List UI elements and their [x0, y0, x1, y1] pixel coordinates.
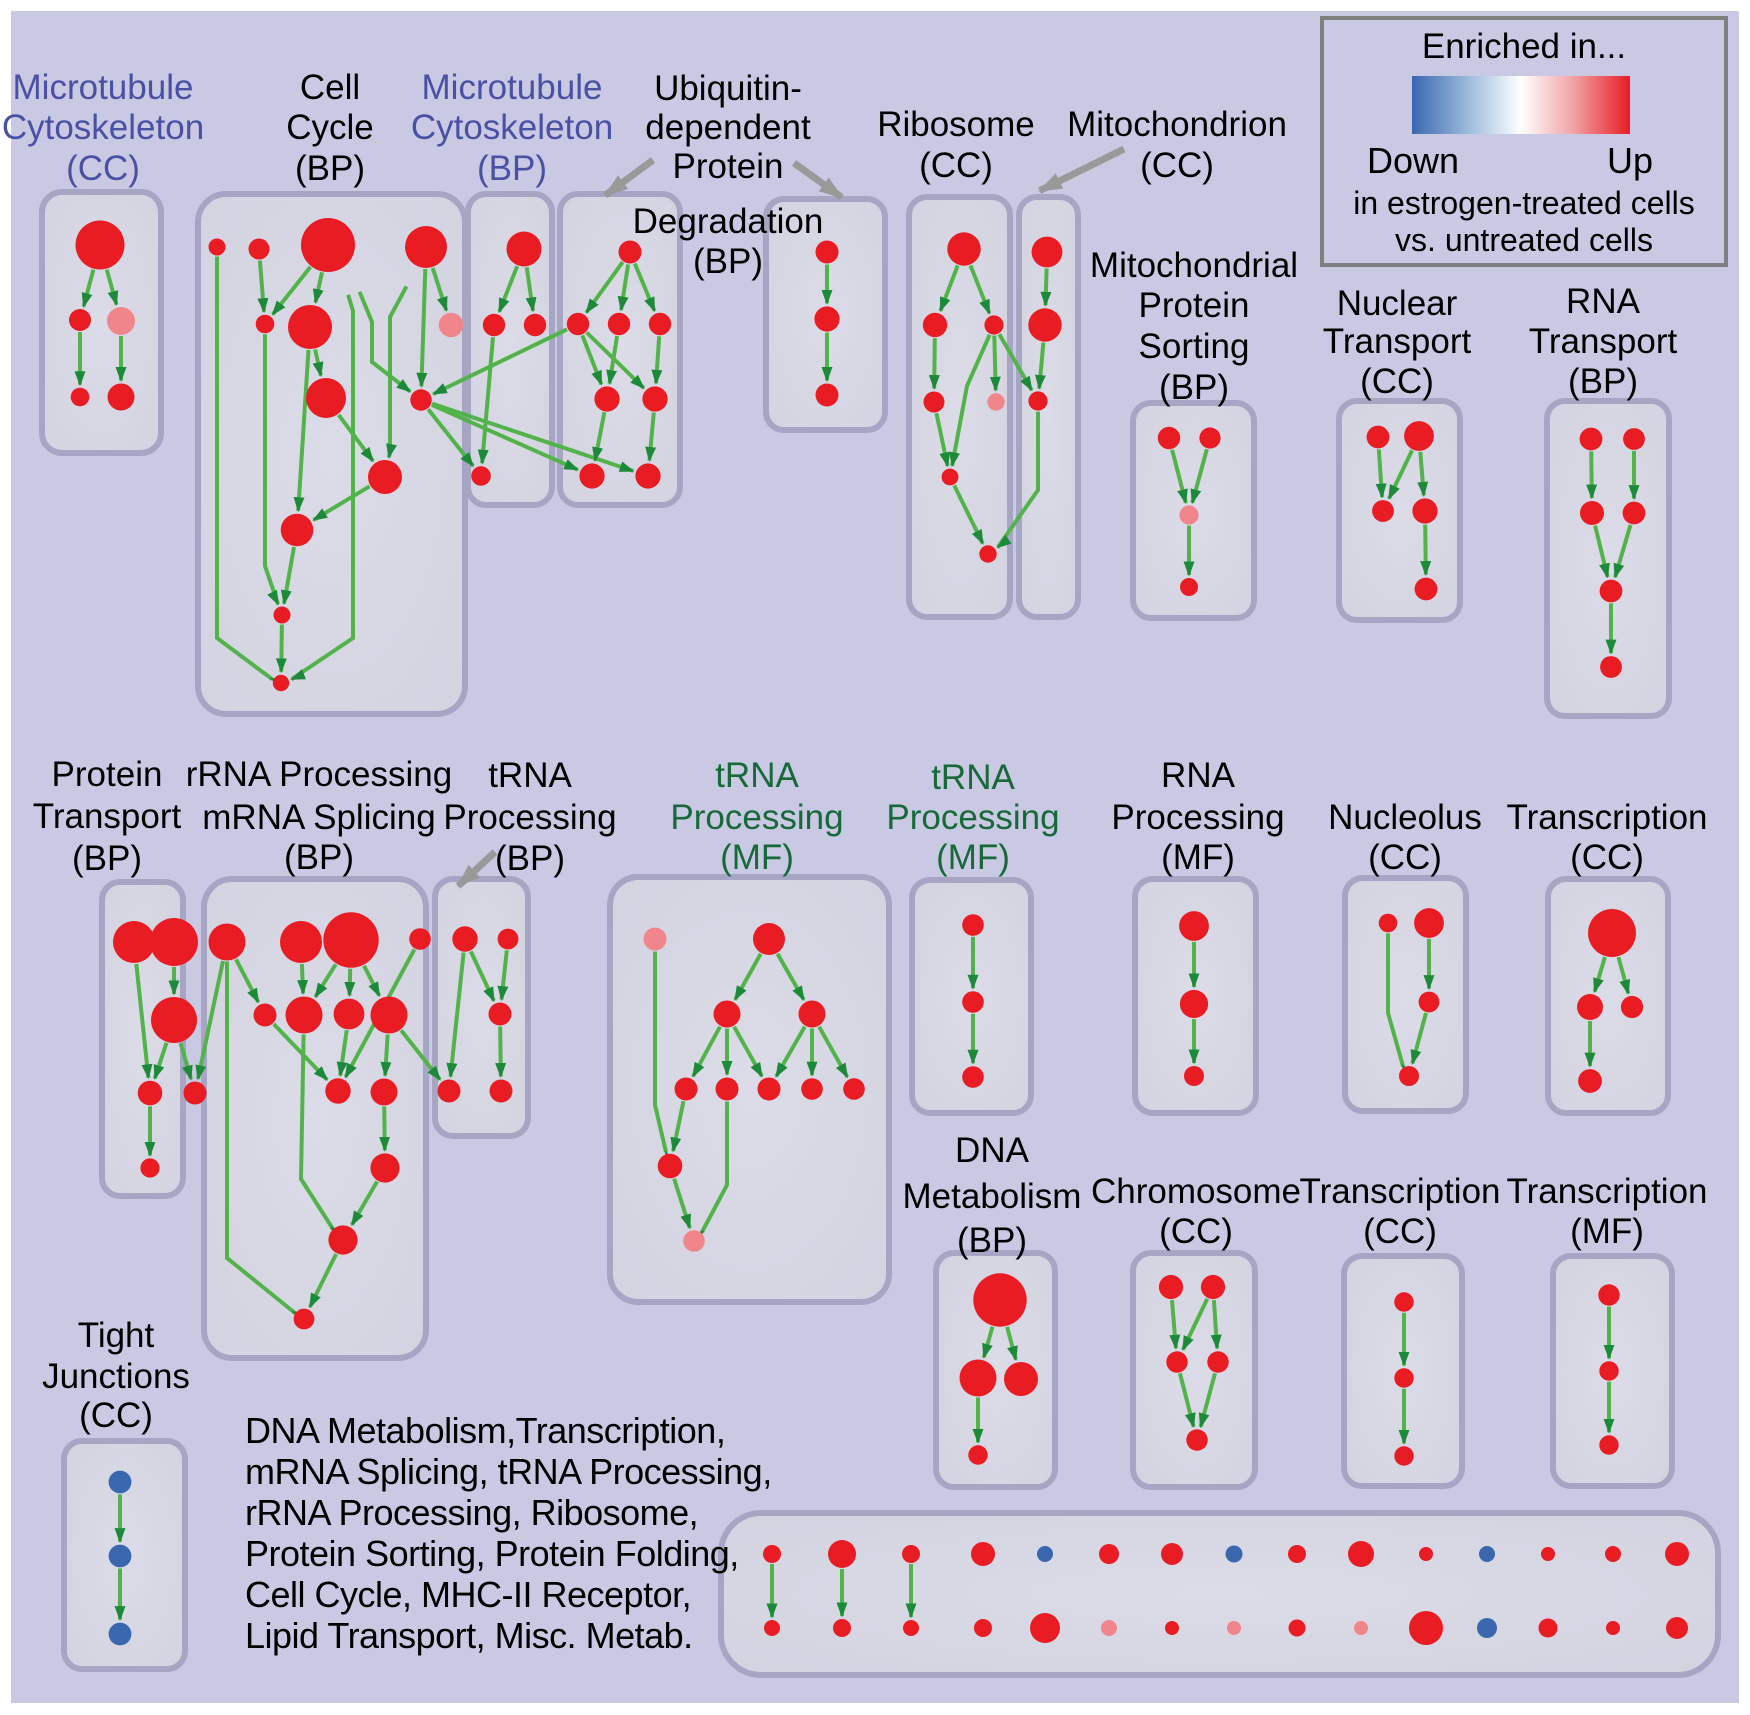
svg-text:Cytoskeleton: Cytoskeleton: [2, 108, 204, 147]
svg-text:(MF): (MF): [720, 838, 794, 877]
svg-text:Mitochondrial: Mitochondrial: [1090, 246, 1298, 285]
svg-text:(MF): (MF): [936, 838, 1010, 877]
svg-text:Protein: Protein: [1139, 286, 1250, 325]
svg-text:Transport: Transport: [33, 797, 182, 836]
svg-text:Ribosome: Ribosome: [877, 105, 1035, 144]
svg-text:(BP): (BP): [295, 149, 365, 188]
svg-text:(CC): (CC): [919, 146, 993, 185]
svg-text:Protein Sorting, Protein Foldi: Protein Sorting, Protein Folding,: [245, 1533, 739, 1574]
svg-text:Down: Down: [1367, 140, 1459, 181]
svg-text:Degradation: Degradation: [633, 202, 824, 241]
svg-text:rRNA Processing, Ribosome,: rRNA Processing, Ribosome,: [245, 1492, 698, 1533]
svg-text:Transcription: Transcription: [1507, 1172, 1708, 1211]
svg-text:Enriched in...: Enriched in...: [1422, 27, 1626, 66]
svg-text:(BP): (BP): [1159, 368, 1229, 407]
svg-text:(CC): (CC): [1368, 838, 1442, 877]
svg-text:(BP): (BP): [495, 839, 565, 878]
svg-text:DNA Metabolism,Transcription,: DNA Metabolism,Transcription,: [245, 1410, 725, 1451]
svg-text:(BP): (BP): [72, 839, 142, 878]
svg-text:(MF): (MF): [1570, 1212, 1644, 1251]
svg-text:(BP): (BP): [284, 838, 354, 877]
svg-text:Cell: Cell: [300, 68, 360, 107]
svg-text:Junctions: Junctions: [42, 1357, 190, 1396]
svg-text:Processing: Processing: [443, 798, 616, 837]
svg-text:vs. untreated cells: vs. untreated cells: [1395, 222, 1653, 258]
svg-text:Microtubule: Microtubule: [422, 68, 603, 107]
svg-text:Transcription: Transcription: [1300, 1172, 1501, 1211]
svg-text:Chromosome: Chromosome: [1091, 1172, 1301, 1211]
svg-text:Nuclear: Nuclear: [1337, 284, 1458, 323]
svg-text:tRNA: tRNA: [488, 756, 572, 795]
svg-text:tRNA: tRNA: [931, 758, 1015, 797]
svg-text:(CC): (CC): [1159, 1212, 1233, 1251]
svg-text:Up: Up: [1607, 140, 1653, 181]
svg-text:Processing: Processing: [670, 798, 843, 837]
svg-text:DNA: DNA: [955, 1131, 1030, 1170]
svg-text:Metabolism: Metabolism: [903, 1177, 1082, 1216]
svg-text:Processing: Processing: [1111, 798, 1284, 837]
svg-text:(BP): (BP): [1568, 362, 1638, 401]
svg-text:in estrogen-treated cells: in estrogen-treated cells: [1353, 185, 1695, 221]
svg-text:Transport: Transport: [1323, 322, 1472, 361]
svg-text:tRNA: tRNA: [715, 756, 799, 795]
svg-text:mRNA Splicing, tRNA Processing: mRNA Splicing, tRNA Processing,: [245, 1451, 772, 1492]
svg-text:(CC): (CC): [79, 1396, 153, 1435]
svg-text:Transcription: Transcription: [1507, 798, 1708, 837]
svg-text:(CC): (CC): [1570, 838, 1644, 877]
svg-text:(CC): (CC): [1360, 362, 1434, 401]
svg-text:(BP): (BP): [477, 149, 547, 188]
svg-text:Nucleolus: Nucleolus: [1328, 798, 1482, 837]
svg-text:rRNA Processing: rRNA Processing: [186, 755, 452, 794]
svg-text:Ubiquitin-: Ubiquitin-: [654, 69, 802, 108]
svg-text:RNA: RNA: [1566, 282, 1641, 321]
svg-text:Processing: Processing: [886, 798, 1059, 837]
svg-text:Cycle: Cycle: [286, 108, 374, 147]
svg-text:(CC): (CC): [66, 149, 140, 188]
svg-text:mRNA Splicing: mRNA Splicing: [202, 798, 435, 837]
svg-text:Microtubule: Microtubule: [13, 68, 194, 107]
svg-text:(CC): (CC): [1140, 146, 1214, 185]
svg-text:(CC): (CC): [1363, 1212, 1437, 1251]
svg-text:Cytoskeleton: Cytoskeleton: [411, 108, 613, 147]
svg-text:Protein: Protein: [52, 755, 163, 794]
svg-text:Transport: Transport: [1529, 322, 1678, 361]
svg-text:(MF): (MF): [1161, 838, 1235, 877]
svg-text:(BP): (BP): [957, 1221, 1027, 1260]
svg-text:Protein: Protein: [673, 147, 784, 186]
svg-text:RNA: RNA: [1161, 756, 1236, 795]
svg-text:Cell Cycle, MHC-II Receptor,: Cell Cycle, MHC-II Receptor,: [245, 1574, 691, 1615]
svg-text:Mitochondrion: Mitochondrion: [1067, 105, 1287, 144]
svg-text:Tight: Tight: [78, 1316, 155, 1355]
svg-text:Lipid Transport, Misc. Metab.: Lipid Transport, Misc. Metab.: [245, 1615, 693, 1656]
svg-text:dependent: dependent: [645, 108, 811, 147]
svg-text:(BP): (BP): [693, 242, 763, 281]
svg-text:Sorting: Sorting: [1139, 327, 1250, 366]
